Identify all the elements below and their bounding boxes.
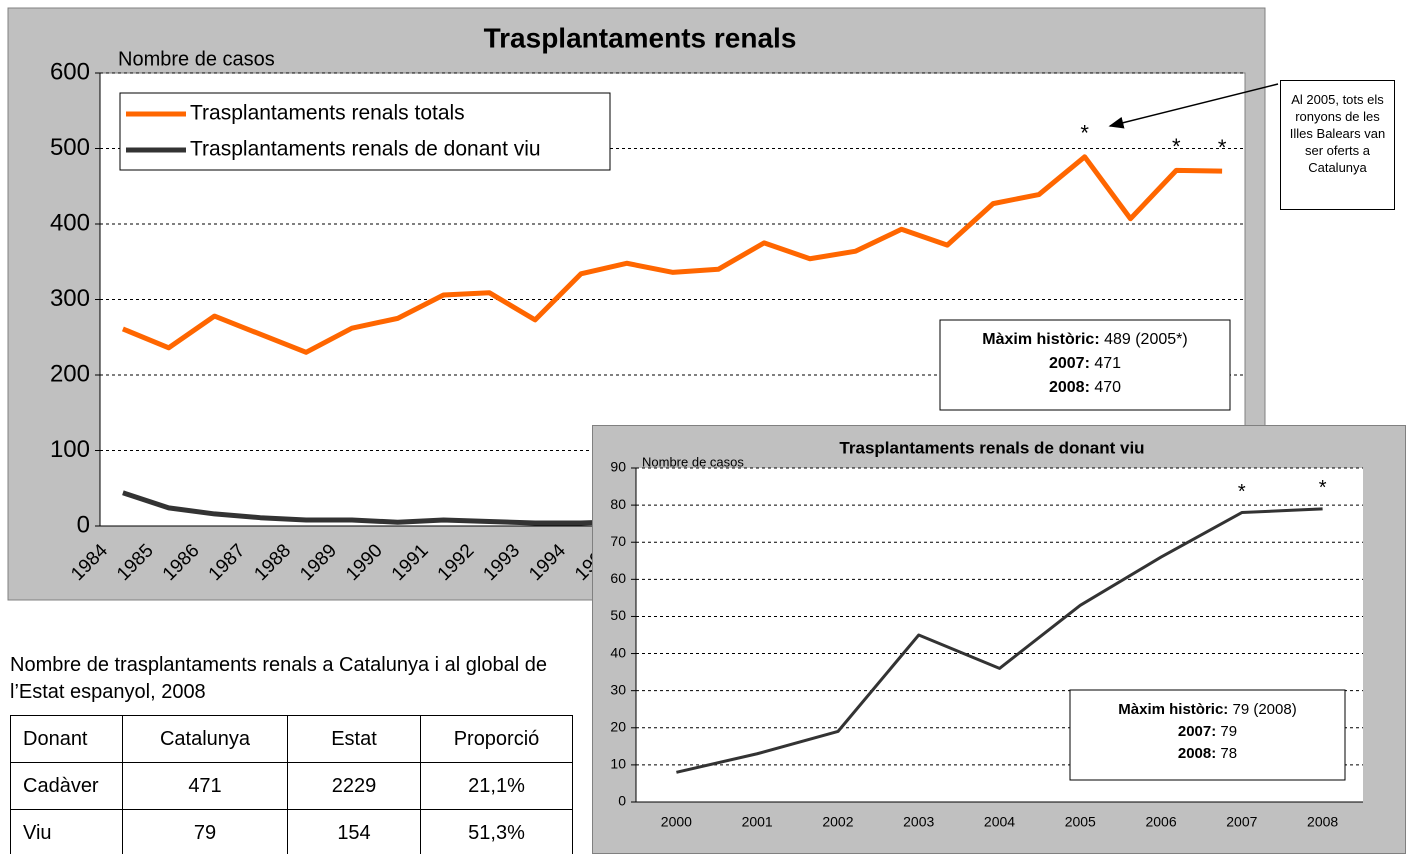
- x-tick-label: 2001: [742, 814, 773, 830]
- info-box: [1069, 689, 1346, 781]
- info-box: [939, 319, 1231, 411]
- annotation: *: [1319, 477, 1327, 499]
- x-tick-label: 2000: [661, 814, 692, 830]
- table-cell: 154: [287, 809, 421, 854]
- annotation: *: [1238, 481, 1246, 503]
- y-tick-label: 40: [610, 644, 626, 660]
- y-tick-label: 20: [610, 718, 626, 734]
- table-cell: Donant: [10, 715, 123, 763]
- annotation: *: [1218, 135, 1227, 160]
- caption: Nombre de trasplantaments renals a Catal…: [10, 654, 547, 703]
- table-cell: Viu: [10, 809, 123, 854]
- y-tick-label: 60: [610, 570, 626, 586]
- annotation: *: [1172, 134, 1181, 159]
- table-row: Viu 79 154 51,3%: [10, 809, 573, 854]
- legend-label: Trasplantaments renals totals: [190, 102, 465, 125]
- table-cell: Proporció: [420, 715, 573, 763]
- x-tick-label: 2007: [1226, 814, 1257, 830]
- info-label: Màxim històric:: [1118, 701, 1228, 718]
- info-line: 2007: 471: [1049, 355, 1121, 372]
- inset-chart: Trasplantaments renals de donant viu Nom…: [592, 425, 1406, 854]
- y-tick-label: 100: [50, 436, 90, 463]
- y-tick-label: 30: [610, 681, 626, 697]
- y-tick-label: 70: [610, 533, 626, 549]
- info-text: 79: [1216, 723, 1237, 740]
- info-text: 470: [1090, 379, 1121, 396]
- series-line: [121, 154, 1223, 355]
- table: Donant Catalunya Estat Proporció Cadàver 471 2…: [10, 715, 573, 854]
- x-tick-label: 2008: [1307, 814, 1338, 830]
- info-label: 2008:: [1049, 379, 1090, 396]
- table-cell: 471: [122, 762, 288, 810]
- info-line: Màxim històric: 489 (2005*): [982, 331, 1187, 348]
- y-tick-label: 400: [50, 209, 90, 236]
- info-label: 2008:: [1178, 745, 1216, 762]
- table-header: Donant Catalunya Estat Proporció: [10, 715, 573, 763]
- y-tick-label: 600: [50, 58, 90, 85]
- y-tick-label: 200: [50, 360, 90, 387]
- note: Al 2005, tots els ronyons de les Illes B…: [1280, 80, 1395, 210]
- info-label: 2007:: [1049, 355, 1090, 372]
- info-line: Màxim històric: 79 (2008): [1118, 701, 1296, 718]
- y-tick-label: 10: [610, 756, 626, 772]
- info-line: 2007: 79: [1178, 723, 1237, 740]
- table-cell: 21,1%: [420, 762, 573, 810]
- x-tick-label: 2004: [984, 814, 1015, 830]
- note-arrow: [1108, 83, 1279, 129]
- y-tick-label: 0: [618, 793, 626, 809]
- annotation: *: [1080, 121, 1089, 146]
- table-cell: Estat: [287, 715, 421, 763]
- info-label: 2007:: [1178, 723, 1216, 740]
- table-cell: Cadàver: [10, 762, 123, 810]
- legend-box: [119, 92, 611, 171]
- y-tick-label: 80: [610, 496, 626, 512]
- y-tick-label: 0: [77, 511, 90, 538]
- y-tick-label: 50: [610, 607, 626, 623]
- y-tick-label: 90: [610, 459, 626, 475]
- y-tick-label: 500: [50, 134, 90, 161]
- info-text: 489 (2005*): [1100, 331, 1188, 348]
- info-text: 78: [1216, 745, 1237, 762]
- info-line: 2008: 78: [1178, 745, 1237, 762]
- table-row: Cadàver 471 2229 21,1%: [10, 762, 573, 810]
- info-label: Màxim històric:: [982, 331, 1099, 348]
- series-line: [676, 507, 1323, 774]
- x-tick-label: 2006: [1145, 814, 1176, 830]
- table-cell: 51,3%: [420, 809, 573, 854]
- table-cell: Catalunya: [122, 715, 288, 763]
- table-cell: 79: [122, 809, 288, 854]
- info-text: 79 (2008): [1228, 701, 1296, 718]
- info-text: 471: [1090, 355, 1121, 372]
- y-axis-label: Nombre de casos: [118, 48, 275, 70]
- chart-title: Trasplantaments renals: [484, 22, 797, 53]
- y-tick-label: 300: [50, 285, 90, 312]
- legend-label: Trasplantaments renals de donant viu: [190, 138, 541, 161]
- x-tick-label: 2005: [1065, 814, 1096, 830]
- info-line: 2008: 470: [1049, 379, 1121, 396]
- chart-title: Trasplantaments renals de donant viu: [839, 438, 1144, 457]
- table-cell: 2229: [287, 762, 421, 810]
- x-tick-label: 2002: [822, 814, 853, 830]
- x-tick-label: 2003: [903, 814, 934, 830]
- y-axis-label: Nombre de casos: [642, 454, 744, 469]
